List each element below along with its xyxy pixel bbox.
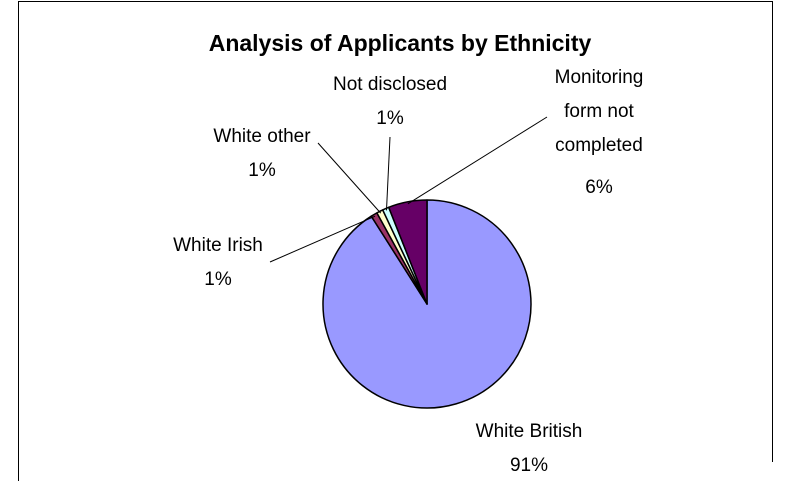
slice-value-white-british: 91% — [510, 455, 548, 476]
leader-lines — [269, 116, 548, 263]
chart-border — [18, 1, 773, 481]
slice-value-white-other: 1% — [248, 160, 276, 181]
slice-label-white-irish: White Irish — [173, 235, 263, 256]
slice-label-monitoring-form-not-completed: Monitoring form not completed — [555, 67, 644, 156]
pie-slices — [322, 199, 532, 409]
slice-label-white-other: White other — [213, 126, 311, 147]
slice-label-white-british: White British — [476, 421, 583, 442]
leader-line-monitoring-form-not-completed — [407, 116, 548, 205]
slice-value-white-irish: 1% — [204, 269, 232, 290]
leader-line-white-irish — [269, 215, 376, 263]
leader-line-white-other — [317, 142, 382, 214]
slice-value-not-disclosed: 1% — [376, 108, 404, 129]
leader-line-not-disclosed — [385, 136, 391, 211]
slice-value-monitoring-form-not-completed: 6% — [585, 177, 613, 198]
chart-title: Analysis of Applicants by Ethnicity — [209, 30, 592, 56]
pie-slice-monitoring-form-not-completed — [387, 199, 428, 305]
slice-label-not-disclosed: Not disclosed — [333, 74, 447, 95]
